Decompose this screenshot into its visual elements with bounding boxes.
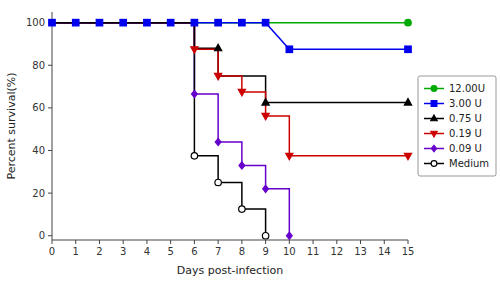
series-marker (215, 44, 222, 50)
series-line (52, 23, 289, 236)
legend-label: 0.09 U (449, 143, 482, 154)
x-tick (146, 240, 147, 244)
series-marker (404, 153, 411, 159)
x-tick-label: 5 (167, 246, 173, 257)
x-tick (336, 240, 337, 244)
plot-area (49, 19, 412, 239)
x-tick (52, 240, 53, 244)
series-marker (262, 19, 268, 25)
series-marker (215, 19, 221, 25)
x-tick-label: 7 (215, 246, 221, 257)
y-tick (48, 235, 52, 236)
x-tick (170, 240, 171, 244)
series-marker (239, 206, 245, 212)
series-marker (405, 19, 411, 25)
x-tick-label: 2 (96, 246, 102, 257)
legend-marker (431, 86, 437, 92)
series-marker (96, 19, 102, 25)
legend-frame (418, 76, 496, 176)
x-axis-line (52, 240, 408, 241)
series-marker (262, 99, 269, 105)
y-tick (48, 65, 52, 66)
x-tick-label: 11 (307, 246, 320, 257)
series-line (52, 23, 408, 156)
x-tick (313, 240, 314, 244)
series-marker (239, 19, 245, 25)
x-tick-label: 15 (402, 246, 415, 257)
y-tick (48, 107, 52, 108)
legend-marker (431, 131, 437, 137)
y-tick-label: 100 (26, 17, 45, 28)
x-tick (75, 240, 76, 244)
series-marker (286, 46, 292, 52)
legend-marker (431, 101, 437, 107)
series-marker (144, 19, 150, 25)
legend-label: 12.00U (449, 83, 485, 94)
y-tick-label: 40 (32, 145, 45, 156)
y-tick-label: 0 (39, 230, 45, 241)
x-tick-label: 3 (120, 246, 126, 257)
series-marker (191, 47, 198, 53)
y-tick-label: 60 (32, 102, 45, 113)
series-marker (262, 232, 268, 238)
x-tick-label: 13 (354, 246, 367, 257)
y-tick (48, 193, 52, 194)
legend-label: Medium (449, 158, 489, 169)
series-marker (405, 46, 411, 52)
x-tick-label: 0 (49, 246, 55, 257)
x-tick (384, 240, 385, 244)
x-tick-label: 12 (330, 246, 343, 257)
x-tick (99, 240, 100, 244)
x-tick (265, 240, 266, 244)
x-tick-label: 1 (73, 246, 79, 257)
series-marker (286, 232, 292, 239)
series-marker (215, 179, 221, 185)
x-tick (218, 240, 219, 244)
series-marker (167, 19, 173, 25)
series-marker (262, 113, 269, 119)
series-marker (72, 19, 78, 25)
x-tick-label: 14 (378, 246, 391, 257)
y-tick-label: 20 (32, 188, 45, 199)
series-marker (192, 90, 198, 97)
series-line (52, 23, 408, 103)
legend-marker (431, 115, 437, 121)
series-marker (239, 162, 245, 169)
series-marker (191, 19, 197, 25)
x-tick-label: 6 (191, 246, 197, 257)
y-axis-label: Percent survival(%) (5, 72, 18, 179)
x-tick (360, 240, 361, 244)
legend-label: 0.75 U (449, 113, 482, 124)
y-tick-label: 80 (32, 60, 45, 71)
legend-label: 3.00 U (449, 98, 482, 109)
x-tick-label: 9 (262, 246, 268, 257)
series-marker (120, 19, 126, 25)
y-axis-line (52, 12, 53, 240)
series-line (52, 23, 266, 236)
chart: 0123456789101112131415020406080100Days p… (0, 0, 500, 282)
series-marker (263, 185, 269, 192)
x-tick (408, 240, 409, 244)
legend-marker (431, 161, 437, 167)
x-tick-label: 8 (239, 246, 245, 257)
series-marker (286, 153, 293, 159)
x-tick (241, 240, 242, 244)
y-tick (48, 150, 52, 151)
series-marker (49, 19, 55, 25)
series-marker (191, 153, 197, 159)
series-marker (215, 73, 222, 79)
x-tick-label: 4 (144, 246, 150, 257)
series-line (52, 23, 408, 50)
x-tick (289, 240, 290, 244)
series-marker (215, 138, 221, 145)
series-marker (238, 89, 245, 95)
series-marker (404, 99, 411, 105)
legend-marker (431, 145, 436, 151)
x-tick-label: 10 (283, 246, 296, 257)
x-axis-label: Days post-infection (177, 264, 283, 277)
x-tick (194, 240, 195, 244)
x-tick (123, 240, 124, 244)
legend-label: 0.19 U (449, 128, 482, 139)
legend: 12.00U 3.00 U 0.75 U 0.19 U 0.09 U Medium (418, 76, 496, 176)
